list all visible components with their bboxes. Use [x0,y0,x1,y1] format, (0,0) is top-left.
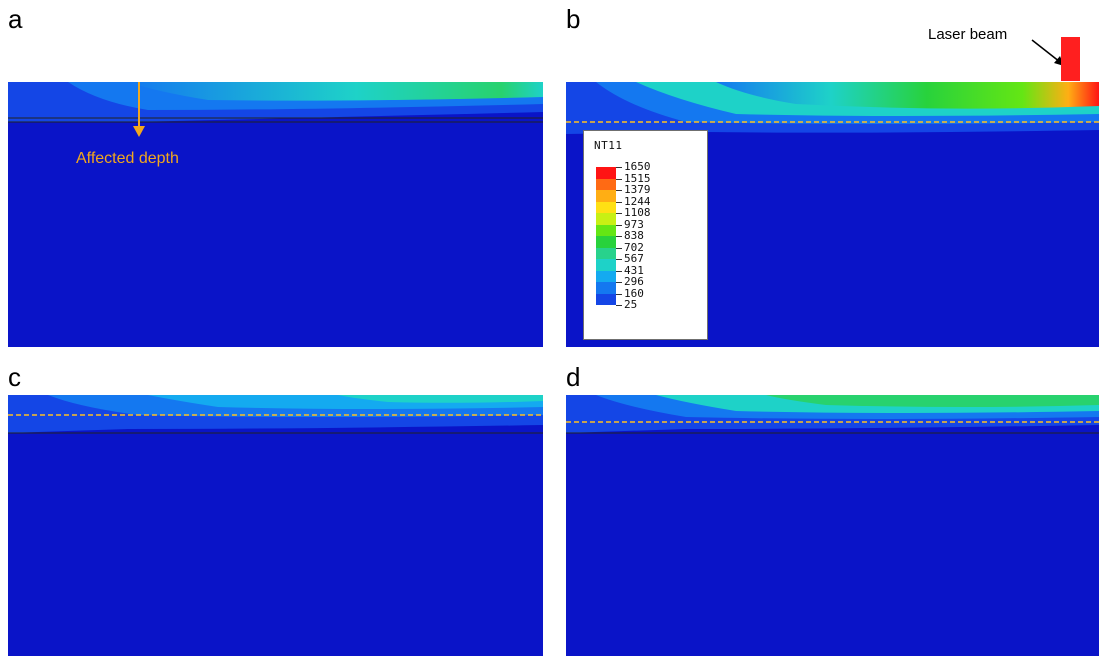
legend-swatch [596,201,616,213]
legend-swatch [596,224,616,236]
legend-tick [616,282,622,283]
legend-swatch [596,282,616,294]
field-band-4 [338,395,543,403]
legend-tick [616,259,622,260]
legend-swatch [596,247,616,259]
legend-tick [616,167,622,168]
panel-label-a: a [8,4,23,34]
panel-b-svg [566,82,1099,134]
legend-value: 431 [624,263,644,277]
panel-label-d: d [566,362,581,392]
legend-value: 838 [624,229,644,242]
laser-beam-label: Laser beam [928,26,1008,43]
legend-value: 1515 [624,171,651,185]
legend-tick [616,201,622,203]
legend-swatch [596,236,616,248]
panel-label-b: b [566,4,581,34]
laser-arrow-shaft [1031,39,1061,63]
legend-tick [616,305,622,306]
panel-a-svg [8,82,543,137]
legend: NT11 1650 1515 1379 1244 1108 973 838 702 567 431… [583,130,708,340]
affected-depth-label: Affected depth [76,150,179,167]
legend-title: NT11 [594,139,623,152]
field-band-4 [716,82,1099,109]
legend-value: 702 [624,240,644,254]
legend-tick [616,213,622,214]
legend-value: 1244 [624,194,651,208]
legend-value: 973 [624,217,644,231]
legend-value: 25 [624,298,638,311]
affected-arrow-head [133,126,145,137]
panel-d-svg [566,395,1099,434]
legend-swatch [596,293,616,305]
legend-swatch [596,259,616,271]
legend-swatch [596,270,616,282]
legend-tick [616,190,622,191]
legend-swatch [596,167,616,179]
field-band-3 [128,82,543,101]
legend-tick [616,247,622,249]
panel-label-c: c [8,362,21,392]
panel-d-contour [566,395,1099,656]
legend-tick [616,293,622,295]
panel-c-contour [8,395,543,656]
legend-value: 567 [624,252,644,265]
legend-tick [616,178,622,180]
legend-value: 160 [624,286,644,300]
panel-c-svg [8,395,543,434]
legend-value: 1650 [624,160,651,173]
legend-swatch [596,178,616,190]
laser-beam [1061,37,1080,81]
panel-a-contour [8,82,543,347]
legend-tick [616,270,622,272]
legend-value: 1108 [624,206,651,219]
legend-tick [616,224,622,226]
legend-swatch [596,213,616,225]
legend-swatch [596,190,616,202]
field-band-4 [766,395,1099,407]
legend-tick [616,236,622,237]
legend-value: 1379 [624,183,651,196]
legend-value: 296 [624,275,644,288]
